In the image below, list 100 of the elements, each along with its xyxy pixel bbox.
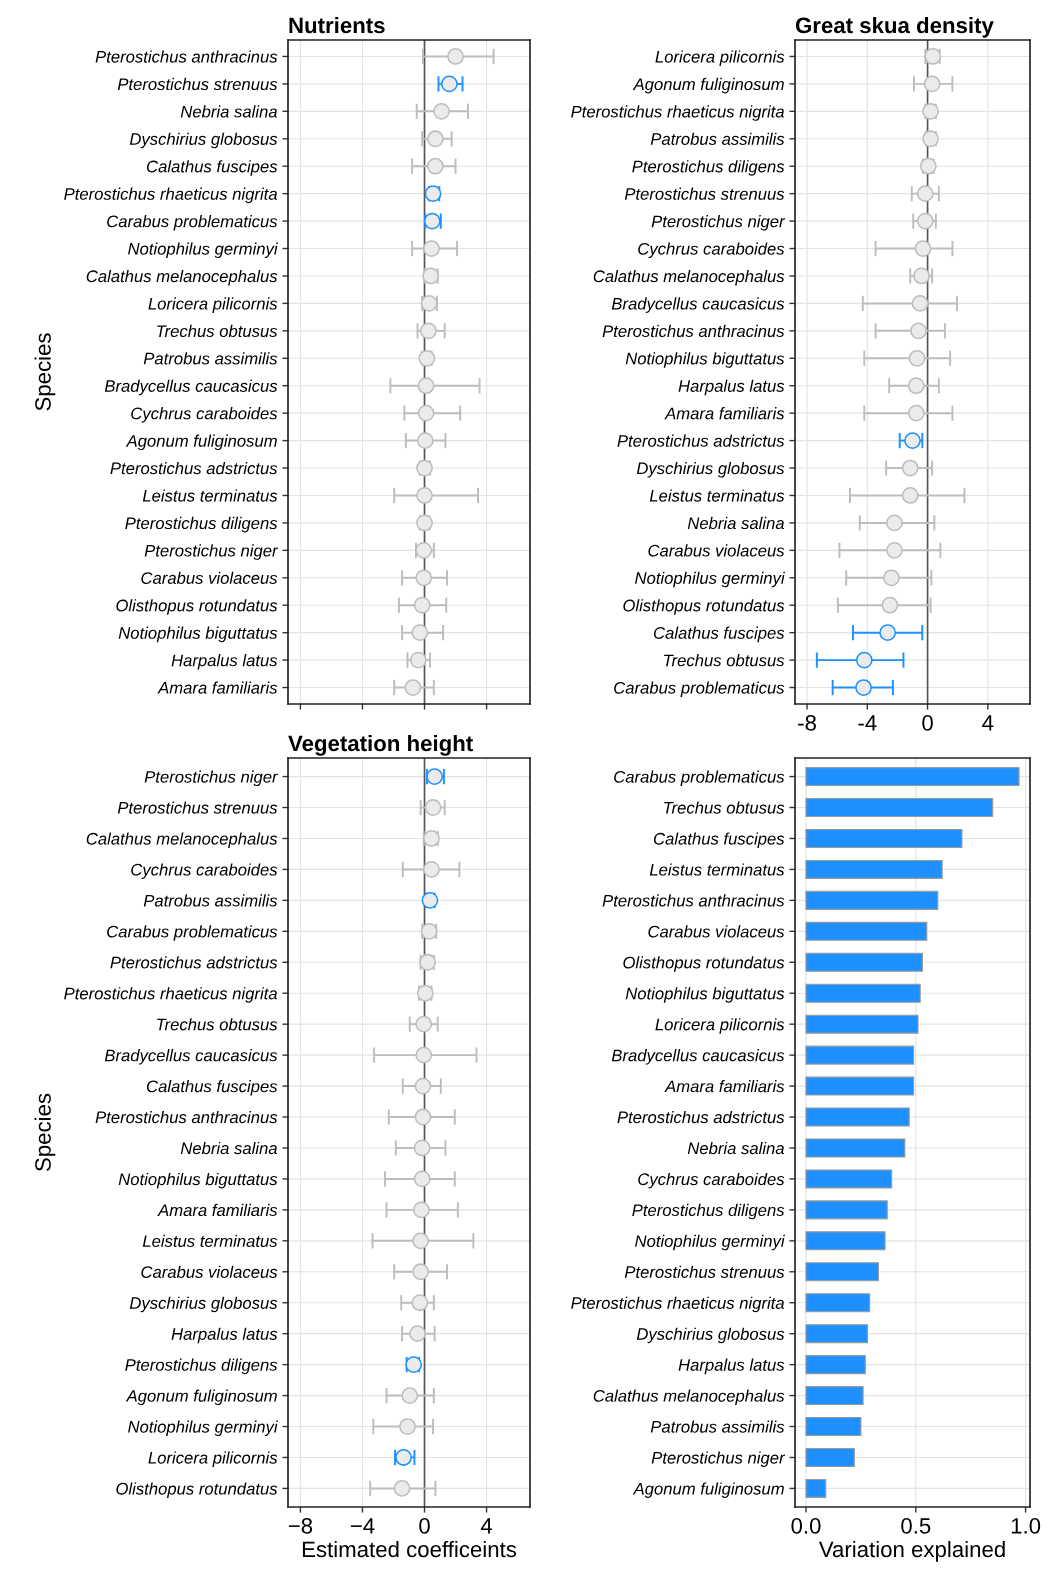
point: [433, 102, 450, 120]
point: [413, 596, 431, 614]
x-tick-label: 0.0: [791, 1518, 821, 1534]
point: [907, 404, 925, 422]
x-tick-label: 0.5: [901, 1518, 931, 1534]
y-tick-label: Leistus terminatus: [142, 1234, 278, 1248]
y-tick-label: Calathus fuscipes: [653, 832, 785, 848]
y-tick-label: Agonum fuliginosum: [632, 1482, 784, 1498]
bar: [805, 1416, 862, 1437]
bar: [805, 859, 943, 879]
y-tick-label: Notiophilus germinyi: [635, 571, 785, 588]
y-tick-label: Loricera pilicornis: [148, 297, 278, 313]
y-tick-label: Loricera pilicornis: [655, 1018, 785, 1034]
bar: [805, 1478, 827, 1498]
point: [412, 1232, 430, 1250]
point: [911, 295, 929, 312]
point: [411, 624, 429, 642]
y-tick-label: Leistus terminatus: [142, 489, 278, 502]
y-tick-label: Harpalus latus: [678, 1358, 785, 1375]
point: [447, 48, 464, 65]
point: [916, 185, 934, 203]
point: [404, 679, 422, 696]
x-tick-label: −8: [288, 1518, 313, 1534]
y-tick-label: Bradycellus caucasicus: [104, 1049, 278, 1065]
y-tick-label: Pterostichus anthracinus: [95, 1110, 278, 1124]
point: [855, 679, 872, 696]
point: [395, 1449, 412, 1466]
y-tick-label: Calathus fuscipes: [146, 1080, 278, 1096]
y-tick-label: Olisthopus rotundatus: [623, 956, 785, 972]
y-axis-title: Species: [34, 1093, 56, 1172]
bar: [805, 1447, 855, 1468]
bar: [805, 1076, 915, 1096]
point: [904, 432, 921, 449]
y-tick-label: Agonum fuliginosum: [632, 77, 784, 94]
point: [923, 75, 941, 93]
y-tick-label: Trechus obtusus: [664, 801, 785, 814]
y-tick-label: Harpalus latus: [678, 379, 785, 396]
y-tick-label: Cychrus caraboides: [638, 242, 785, 259]
y-tick-label: Notiophilus biguttatus: [625, 352, 785, 368]
y-tick-label: Notiophilus germinyi: [635, 1234, 785, 1251]
y-tick-label: Patrobus assimilis: [650, 132, 785, 145]
bar: [805, 797, 994, 818]
y-tick-label: Bradycellus caucasicus: [611, 297, 785, 313]
bar: [805, 952, 923, 972]
y-tick-label: Pterostichus diligens: [632, 160, 785, 176]
x-tick-label: 1.0: [1011, 1518, 1041, 1534]
x-tick-label: 4: [982, 715, 994, 731]
bar: [805, 1231, 886, 1251]
y-tick-label: Notiophilus germinyi: [128, 1420, 278, 1437]
bar: [805, 921, 928, 941]
point: [401, 1387, 419, 1404]
point: [416, 432, 434, 449]
point: [412, 1263, 430, 1281]
y-tick-label: Carabus violaceus: [648, 925, 785, 938]
y-tick-label: Carabus problematicus: [614, 681, 785, 698]
y-tick-label: Trechus obtusus: [157, 1018, 278, 1031]
y-tick-label: Nebria salina: [687, 1141, 785, 1155]
x-tick-label: 4: [480, 1518, 493, 1534]
y-tick-label: Pterostichus strenuus: [624, 1265, 785, 1278]
point: [855, 651, 873, 669]
y-tick-label: Amara familiaris: [664, 1080, 785, 1093]
y-tick-label: Pterostichus niger: [144, 770, 279, 787]
y-tick-label: Nebria salina: [180, 105, 278, 118]
y-tick-label: Harpalus latus: [171, 1327, 278, 1344]
y-tick-label: Pterostichus strenuus: [117, 77, 278, 91]
y-tick-label: Carabus violaceus: [648, 544, 785, 557]
point: [908, 349, 926, 367]
y-tick-label: Carabus problematicus: [107, 925, 278, 941]
y-tick-label: Loricera pilicornis: [655, 50, 785, 66]
point: [416, 487, 433, 504]
point: [426, 157, 444, 175]
point: [901, 487, 919, 504]
y-tick-label: Carabus violaceus: [141, 1265, 278, 1278]
y-tick-label: Amara familiaris: [664, 407, 785, 420]
point: [914, 240, 932, 257]
bar: [805, 1138, 906, 1158]
y-tick-label: Calathus fuscipes: [146, 160, 278, 176]
bar: [805, 1200, 888, 1220]
bar: [805, 828, 963, 849]
y-tick-label: Trechus obtusus: [664, 654, 785, 667]
y-tick-label: Pterostichus strenuus: [624, 187, 785, 200]
y-tick-label: Harpalus latus: [171, 654, 278, 670]
y-tick-label: Calathus melanocephalus: [86, 269, 278, 286]
point: [883, 569, 900, 587]
y-tick-label: Dyschirius globosus: [636, 461, 785, 478]
y-tick-label: Notiophilus biguttatus: [118, 1172, 278, 1189]
point: [423, 861, 440, 878]
x-tick-label: −4: [350, 1518, 375, 1534]
y-tick-label: Pterostichus adstrictus: [110, 461, 278, 475]
point: [413, 1139, 431, 1157]
point: [413, 1170, 431, 1188]
bar: [805, 1169, 893, 1189]
bar: [805, 983, 921, 1003]
y-tick-label: Pterostichus anthracinus: [95, 50, 278, 63]
y-tick-label: Calathus melanocephalus: [86, 832, 278, 848]
y-tick-label: Pterostichus rhaeticus nigrita: [571, 105, 785, 121]
bar: [805, 1045, 915, 1065]
y-tick-label: Patrobus assimilis: [650, 1420, 785, 1433]
y-tick-label: Pterostichus diligens: [125, 516, 278, 533]
point: [910, 322, 927, 340]
